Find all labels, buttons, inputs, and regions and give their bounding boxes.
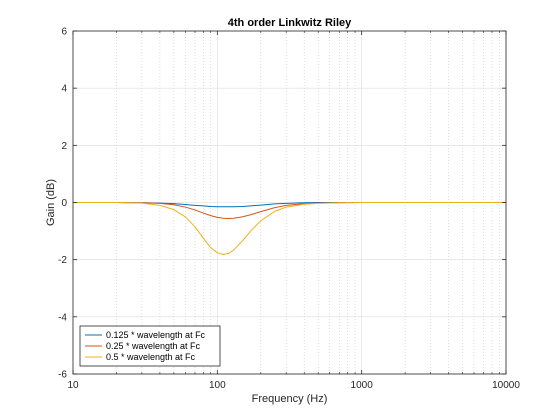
x-axis-label: Frequency (Hz): [252, 393, 328, 405]
y-tick-label: 6: [61, 27, 67, 38]
x-tick-label: 1000: [351, 380, 374, 391]
x-tick-label: 10: [67, 380, 79, 391]
chart-title: 4th order Linkwitz Riley: [228, 17, 352, 29]
legend-label-2: 0.25 * wavelength at Fc: [106, 341, 201, 351]
series-layer: [73, 202, 506, 256]
y-tick-label: 2: [61, 141, 67, 152]
series-line-3: [73, 202, 506, 256]
y-tick-label: -6: [58, 370, 67, 381]
legend-box: [79, 325, 221, 367]
y-tick-label: -2: [58, 255, 67, 266]
x-tick-label: 10000: [492, 380, 520, 391]
legend: 0.125 * wavelength at Fc0.25 * wavelengt…: [79, 325, 221, 367]
y-tick-label: 0: [61, 198, 67, 209]
x-tick-label: 100: [209, 380, 226, 391]
legend-label-3: 0.5 * wavelength at Fc: [106, 352, 196, 362]
y-axis-label: Gain (dB): [45, 179, 57, 226]
ticks-layer: 10 100 1000 10000 -6 -4 -2 0 2 4 6: [58, 27, 520, 392]
y-tick-label: -4: [58, 312, 67, 323]
legend-label-1: 0.125 * wavelength at Fc: [106, 330, 206, 340]
y-tick-label: 4: [61, 84, 67, 95]
